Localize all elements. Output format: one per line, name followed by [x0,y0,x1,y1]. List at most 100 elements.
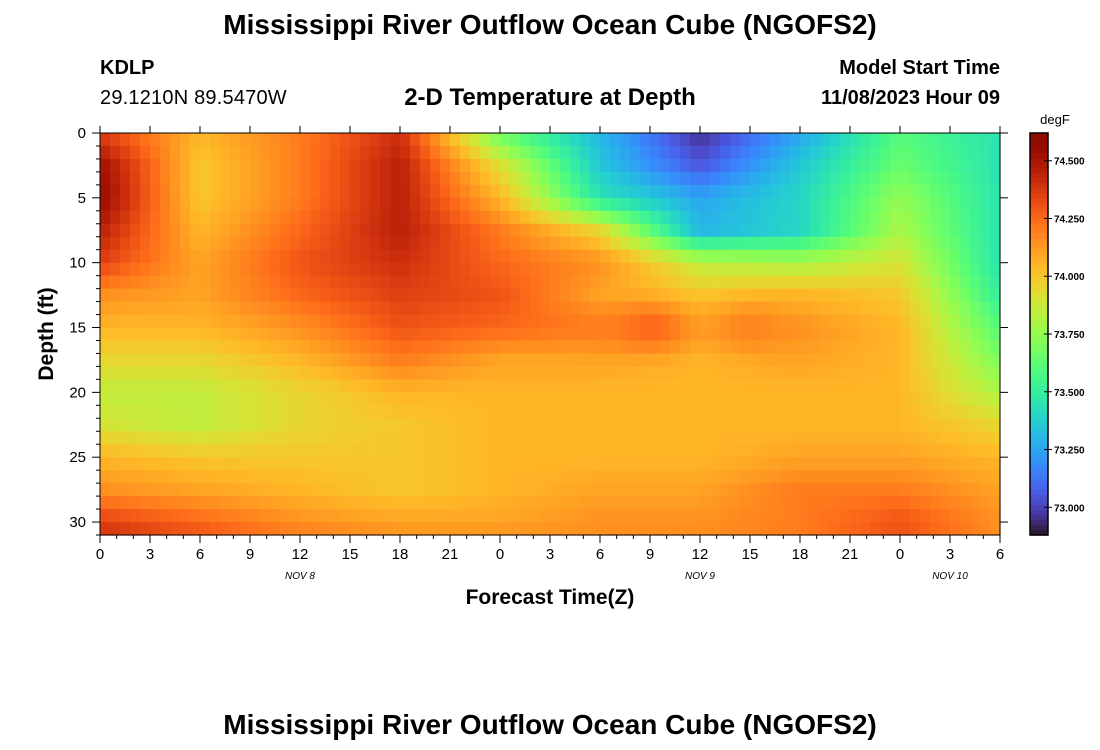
heatmap-cell [970,171,981,186]
heatmap-cell [160,145,171,160]
heatmap-cell [790,392,801,406]
heatmap-cell [830,509,841,523]
heatmap-cell [940,379,951,393]
heatmap-cell [930,353,941,368]
x-date-label: NOV 8 [285,571,315,582]
heatmap-cell [160,444,171,458]
heatmap-cell [970,444,981,458]
heatmap-cell [990,366,1001,380]
heatmap-cell [300,470,311,484]
heatmap-cell [860,301,871,316]
heatmap-cell [770,509,781,523]
heatmap-cell [460,405,471,419]
heatmap-cell [740,275,751,290]
heatmap-cell [430,262,441,277]
heatmap-cell [570,405,581,419]
heatmap-cell [220,145,231,160]
heatmap-cell [120,353,131,368]
heatmap-cell [140,275,151,290]
heatmap-cell [160,210,171,225]
heatmap-cell [590,366,601,380]
heatmap-cell [100,327,111,342]
heatmap-cell [990,470,1001,484]
heatmap-cell [800,145,811,160]
heatmap-cell [230,184,241,199]
heatmap-cell [370,223,381,238]
heatmap-cell [350,457,361,471]
x-tick-label: 18 [792,546,809,563]
heatmap-cell [810,275,821,290]
heatmap-cell [720,405,731,419]
heatmap-cell [270,171,281,186]
heatmap-cell [860,509,871,523]
heatmap-cell [460,171,471,186]
heatmap-cell [890,184,901,199]
heatmap-cell [420,366,431,380]
heatmap-cell [190,223,201,238]
heatmap-cell [130,418,141,432]
heatmap-cell [190,405,201,419]
heatmap-cell [840,249,851,264]
heatmap-cell [300,301,311,316]
heatmap-cell [970,405,981,419]
colorbar-tick-label: 73.750 [1054,330,1085,341]
heatmap-cell [230,509,241,523]
heatmap-cell [630,483,641,497]
heatmap-cell [660,133,671,147]
heatmap-cell [110,197,121,212]
heatmap-cell [610,431,621,445]
heatmap-cell [910,353,921,368]
heatmap-cell [580,405,591,419]
heatmap-cell [750,522,761,536]
heatmap-cell [550,457,561,471]
heatmap-cell [790,236,801,251]
heatmap-cell [500,522,511,536]
heatmap-cell [460,288,471,303]
heatmap-cell [270,522,281,536]
colorbar-segment [1030,354,1048,360]
heatmap-cell [930,314,941,329]
colorbar-segment [1030,228,1048,235]
heatmap-cell [860,457,871,471]
heatmap-cell [620,184,631,199]
heatmap-cell [360,444,371,458]
heatmap-cell [680,210,691,225]
heatmap-cell [530,483,541,497]
heatmap-cell [150,184,161,199]
heatmap-cell [410,327,421,342]
heatmap-cell [260,314,271,329]
heatmap-cell [560,171,571,186]
heatmap-cell [610,444,621,458]
heatmap-cell [340,483,351,497]
heatmap-cell [130,366,141,380]
heatmap-cell [330,444,341,458]
heatmap-cell [330,327,341,342]
heatmap-cell [610,158,621,173]
heatmap-cell [390,262,401,277]
heatmap-cell [100,340,111,355]
heatmap-cell [650,145,661,160]
heatmap-cell [870,509,881,523]
heatmap-cell [250,418,261,432]
heatmap-cell [850,327,861,342]
heatmap-cell [830,210,841,225]
heatmap-cell [500,314,511,329]
x-tick-label: 3 [146,546,154,563]
heatmap-cell [480,496,491,510]
heatmap-cell [120,340,131,355]
colorbar-segment [1030,334,1048,340]
heatmap-cell [760,275,771,290]
heatmap-cell [550,470,561,484]
heatmap-cell [630,457,641,471]
heatmap-cell [400,418,411,432]
heatmap-cell [430,457,441,471]
heatmap-cell [530,379,541,393]
heatmap-cell [240,522,251,536]
heatmap-cell [700,431,711,445]
heatmap-cell [890,340,901,355]
heatmap-cell [290,379,301,393]
heatmap-cell [360,392,371,406]
heatmap-cell [110,275,121,290]
heatmap-cell [430,171,441,186]
heatmap-cell [770,275,781,290]
